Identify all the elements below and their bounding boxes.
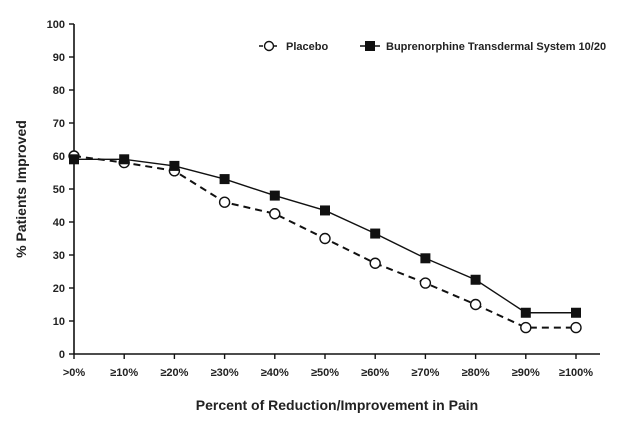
buprenorphine-point — [69, 154, 79, 165]
y-axis-title: % Patients Improved — [13, 120, 29, 258]
buprenorphine-point — [219, 174, 230, 185]
y-tick-label: 50 — [53, 184, 65, 196]
legend-placebo-marker — [263, 40, 275, 52]
y-tick-label: 20 — [53, 283, 65, 295]
legend: Placebo Buprenorphine Transdermal System… — [259, 40, 606, 53]
legend-bup-label: Buprenorphine Transdermal System 10/20 — [386, 41, 606, 53]
y-tick-label: 100 — [47, 19, 65, 31]
y-tick-label: 30 — [53, 250, 65, 262]
y-tick-label: 40 — [53, 217, 65, 229]
x-tick-label: ≥100% — [559, 367, 593, 379]
y-tick-label: 90 — [53, 52, 65, 64]
buprenorphine-point — [470, 274, 481, 285]
y-tick-label: 80 — [53, 85, 65, 97]
placebo-point — [218, 196, 231, 208]
buprenorphine-point — [269, 190, 280, 201]
y-ticks: 0 10 20 30 40 50 60 70 80 90 100 — [47, 19, 74, 361]
x-axis-title: Percent of Reduction/Improvement in Pain — [196, 397, 478, 413]
y-tick-label: 0 — [59, 349, 65, 361]
placebo-point — [570, 321, 582, 334]
placebo-point — [419, 277, 432, 289]
x-tick-label: ≥40% — [261, 367, 289, 379]
x-ticks: >0% ≥10% ≥20% ≥30% ≥40% ≥50% ≥60% ≥70% ≥80% ≥90% ≥… — [63, 354, 593, 379]
series-layer — [68, 150, 582, 334]
x-tick-label: >0% — [63, 367, 86, 379]
buprenorphine-point — [420, 253, 431, 264]
buprenorphine-point — [571, 307, 581, 318]
placebo-point — [469, 298, 482, 311]
placebo-point — [269, 208, 281, 220]
x-tick-label: ≥90% — [512, 367, 540, 379]
x-tick-label: ≥70% — [411, 367, 439, 379]
x-tick-label: ≥50% — [311, 367, 339, 379]
legend-placebo-label: Placebo — [286, 41, 328, 53]
buprenorphine-point — [370, 228, 381, 239]
buprenorphine-point — [320, 205, 330, 216]
y-tick-label: 10 — [53, 316, 65, 328]
x-tick-label: ≥80% — [462, 367, 490, 379]
placebo-point — [520, 321, 532, 334]
buprenorphine-point — [169, 160, 180, 171]
y-tick-label: 70 — [53, 118, 65, 130]
placebo-point — [369, 257, 381, 269]
y-tick-label: 60 — [53, 151, 65, 163]
buprenorphine-point — [520, 307, 531, 318]
x-tick-label: ≥60% — [361, 367, 389, 379]
buprenorphine-point — [119, 154, 130, 165]
axes — [73, 24, 600, 355]
x-tick-label: ≥10% — [110, 367, 138, 379]
placebo-point — [319, 232, 331, 245]
x-tick-label: ≥20% — [160, 367, 188, 379]
x-tick-label: ≥30% — [211, 367, 239, 379]
legend-bup-marker — [365, 41, 375, 51]
